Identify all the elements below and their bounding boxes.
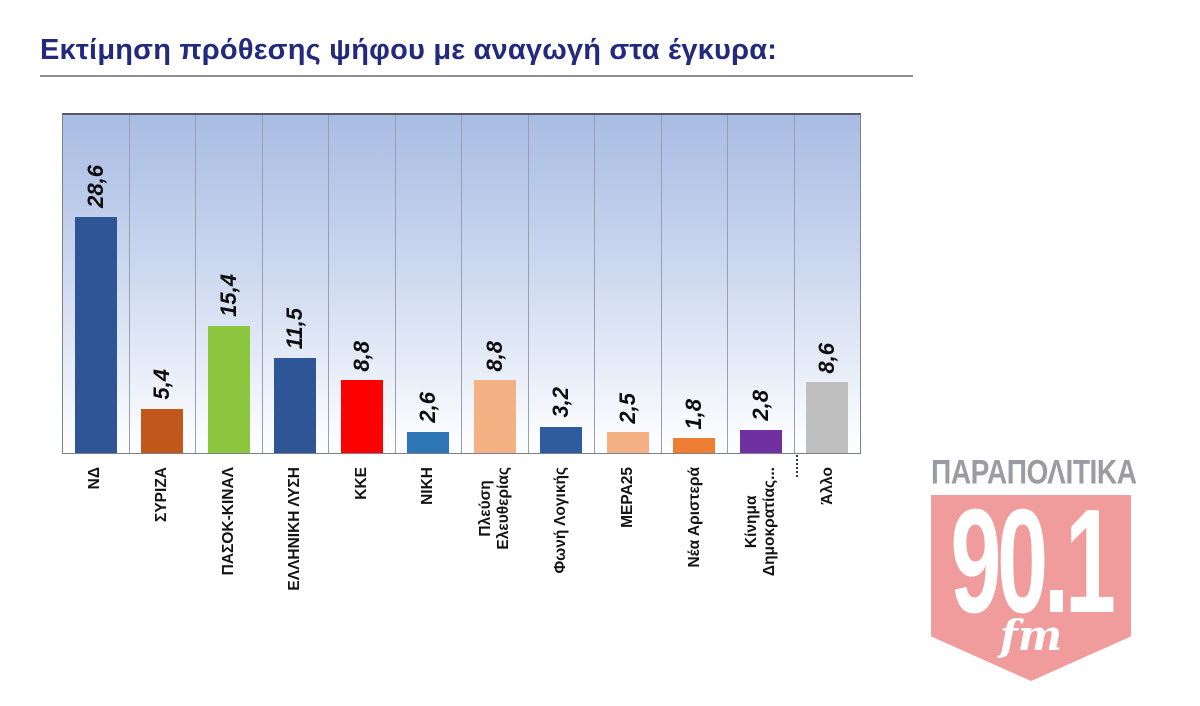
bar <box>540 426 583 453</box>
bar-value-label: 2,8 <box>747 390 773 421</box>
category-cell: Άλλο <box>794 467 861 662</box>
bar-value-label: 28,6 <box>82 165 108 209</box>
category-label: ΜΕΡΑ25 <box>619 467 636 528</box>
bar <box>806 382 849 453</box>
bar <box>606 432 649 453</box>
bar <box>207 326 250 453</box>
bar <box>739 429 782 453</box>
bar <box>141 408 184 453</box>
category-cell: ΚΚΕ <box>328 467 395 662</box>
bar-column: 8,8 <box>462 115 529 453</box>
bar <box>473 380 516 453</box>
bar-column: 3,2 <box>529 115 595 453</box>
bar-value-label: 11,5 <box>282 308 308 350</box>
title-underline <box>40 75 913 77</box>
category-label: ΝΙΚΗ <box>419 467 437 505</box>
bar-column: 5,4 <box>130 115 196 453</box>
category-cell: Κίνημα Δημοκρατίας... <box>728 467 795 662</box>
category-cell: ΝΙΚΗ <box>395 467 462 662</box>
bar <box>340 380 383 453</box>
category-cell: Νέα Αριστερά <box>661 467 728 662</box>
category-label: ΠΑΣΟΚ-ΚΙΝΑΛ <box>219 467 237 576</box>
bar-column: 15,4 <box>196 115 263 453</box>
category-cell: ΝΔ <box>62 467 129 662</box>
category-label: Άλλο <box>818 467 836 505</box>
category-cell: Πλεύση Ελευθερίας <box>461 467 528 662</box>
logo-fm-text: fm <box>999 611 1063 661</box>
category-cell: ΕΛΛΗΝΙΚΗ ΛΥΣΗ <box>262 467 329 662</box>
category-cell: ΠΑΣΟΚ-ΚΙΝΑΛ <box>195 467 262 662</box>
bar-chart-plot-area: 28,6 5,4 15,4 11,5 8,8 2,6 8,8 3,2 2,5 1,8 2,8 8,6 <box>62 113 861 454</box>
category-label: ΕΛΛΗΝΙΚΗ ΛΥΣΗ <box>286 467 304 591</box>
logo-brand-text: ΠΑΡΑΠΟΛΙΤΙΚΑ <box>931 452 1137 491</box>
category-label: Κίνημα Δημοκρατίας... <box>743 467 779 577</box>
logo-frequency: 90.1 <box>950 495 1116 644</box>
page-title: Εκτίμηση πρόθεσης ψήφου με αναγωγή στα έ… <box>40 34 778 66</box>
bar-value-label: 5,4 <box>149 368 175 400</box>
bar-value-label: 2,6 <box>415 391 441 423</box>
category-label: Φωνή Λογικής <box>552 467 570 574</box>
bar-value-label: 15,4 <box>215 274 241 318</box>
bar-column: 8,6 <box>795 115 861 453</box>
bar <box>673 438 716 453</box>
category-label: ΚΚΕ <box>352 467 370 500</box>
logo-shield: 90.1 fm <box>931 495 1131 681</box>
category-label: ΝΔ <box>86 467 104 490</box>
category-cell: Φωνή Λογικής <box>528 467 595 662</box>
bar-value-label: 8,6 <box>814 342 840 374</box>
bar <box>74 217 117 453</box>
category-cell: ΜΕΡΑ25 <box>595 467 662 662</box>
bar <box>274 358 317 453</box>
bar-column: 1,8 <box>662 115 728 453</box>
bar-column: 11,5 <box>263 115 329 453</box>
category-label: Νέα Αριστερά <box>685 467 703 568</box>
bar-value-label: 8,8 <box>481 340 507 372</box>
bar <box>407 431 450 453</box>
bar-value-label: 1,8 <box>681 398 707 430</box>
category-label: ΣΥΡΙΖΑ <box>152 467 170 522</box>
category-cell: ΣΥΡΙΖΑ <box>129 467 196 662</box>
label-leader-dots <box>796 455 798 477</box>
parapolitika-radio-logo: ΠΑΡΑΠΟΛΙΤΙΚΑ 90.1 fm <box>931 452 1161 681</box>
category-axis-labels: ΝΔ ΣΥΡΙΖΑ ΠΑΣΟΚ-ΚΙΝΑΛ ΕΛΛΗΝΙΚΗ ΛΥΣΗ ΚΚΕ ΝΙΚΗ Π… <box>62 467 861 662</box>
category-label: Πλεύση Ελευθερίας <box>476 467 512 550</box>
bar-column: 8,8 <box>329 115 396 453</box>
bar-column: 2,5 <box>595 115 662 453</box>
bar-column: 2,8 <box>728 115 795 453</box>
bar-value-label: 3,2 <box>548 387 574 418</box>
bar-column: 2,6 <box>396 115 462 453</box>
bar-value-label: 2,5 <box>614 392 640 424</box>
bar-column: 28,6 <box>63 115 130 453</box>
bar-value-label: 8,8 <box>348 340 374 372</box>
